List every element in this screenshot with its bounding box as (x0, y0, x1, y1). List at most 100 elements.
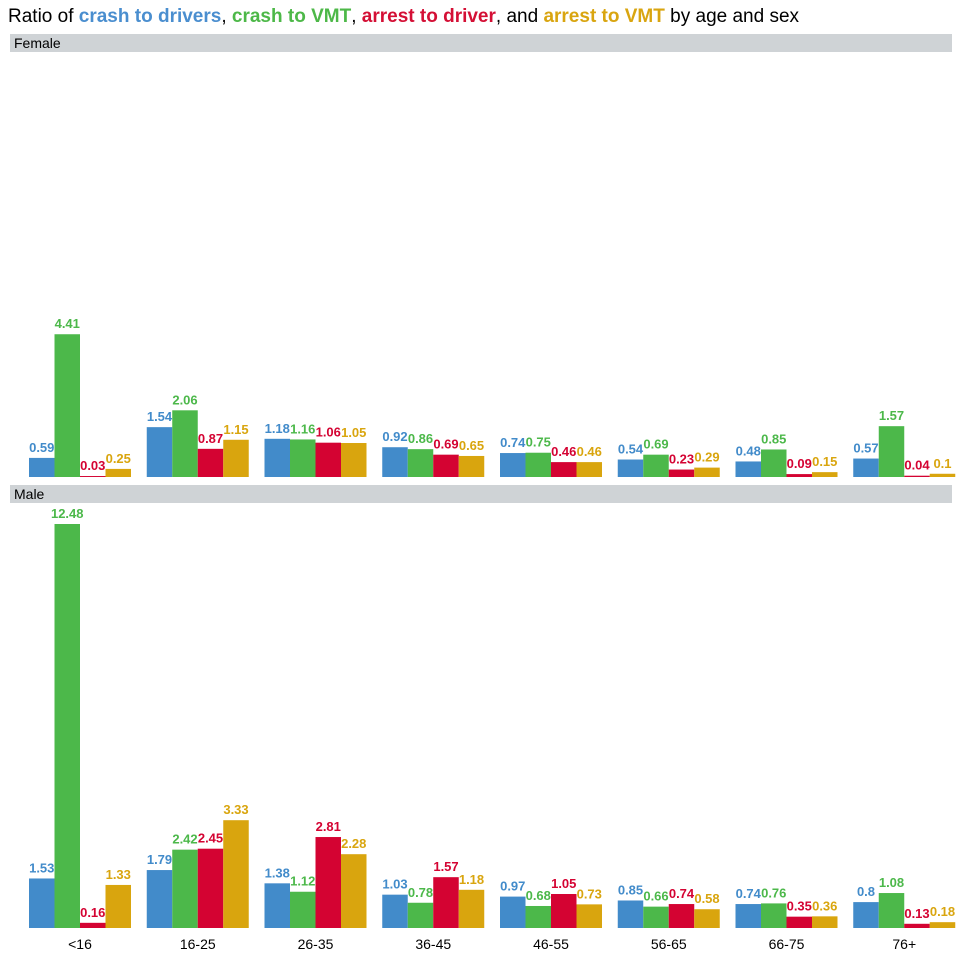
x-tick-label: 26-35 (298, 936, 334, 952)
data-label: 0.73 (577, 886, 602, 901)
data-label: 1.12 (290, 874, 315, 889)
data-label: 1.53 (29, 860, 54, 875)
data-label: 0.48 (736, 443, 761, 458)
bar (146, 870, 173, 928)
data-label: 0.74 (669, 886, 695, 901)
data-label: 1.16 (290, 421, 315, 436)
title-series-name: crash to VMT (231, 6, 352, 27)
bar (812, 472, 838, 477)
data-label: 0.58 (694, 891, 719, 906)
title-series-name: arrest to driver (361, 6, 496, 27)
data-label: 1.38 (265, 865, 290, 880)
data-label: 12.48 (51, 506, 84, 521)
data-label: 0.1 (933, 456, 951, 471)
data-label: 1.18 (459, 872, 484, 887)
bar (407, 449, 434, 477)
title-text: Ratio of (8, 6, 79, 27)
data-label: 0.23 (669, 452, 694, 467)
data-label: 2.28 (341, 836, 366, 851)
bar (500, 896, 526, 928)
bar (172, 410, 198, 477)
x-tick-label: 36-45 (415, 936, 451, 952)
data-label: 1.57 (433, 859, 458, 874)
bar (290, 891, 316, 928)
bar (617, 900, 644, 928)
bar (223, 820, 249, 928)
bar (786, 916, 812, 928)
data-label: 1.57 (879, 408, 904, 423)
data-label: 0.66 (643, 889, 668, 904)
bar (786, 474, 812, 477)
data-label: 0.8 (857, 884, 875, 899)
data-label: 0.92 (382, 429, 407, 444)
facet-strip (10, 34, 952, 52)
data-label: 0.85 (618, 882, 643, 897)
data-label: 1.05 (341, 425, 366, 440)
data-label: 0.65 (459, 438, 484, 453)
data-label: 0.09 (787, 456, 812, 471)
bar (315, 837, 341, 928)
data-label: 0.36 (812, 898, 837, 913)
bar (54, 334, 80, 477)
title-text: , and (495, 6, 544, 27)
data-label: 1.18 (265, 421, 290, 436)
bar (290, 439, 316, 477)
bar (576, 462, 602, 477)
bar (458, 455, 485, 477)
data-label: 1.33 (106, 867, 131, 882)
bar (853, 902, 879, 928)
data-label: 0.97 (500, 879, 525, 894)
bar (853, 458, 879, 477)
bar (525, 452, 551, 477)
data-label: 3.33 (223, 802, 248, 817)
data-label: 4.41 (55, 316, 80, 331)
bar (668, 469, 695, 477)
bar (694, 909, 720, 928)
bar (576, 904, 602, 928)
bar (105, 884, 131, 928)
bar (904, 923, 930, 928)
data-label: 0.03 (80, 458, 105, 473)
bar (29, 457, 55, 477)
title-series-name: crash to drivers (78, 6, 222, 27)
title-text: by age and sex (664, 6, 800, 27)
facet-label: Female (14, 35, 61, 51)
data-label: 0.13 (904, 906, 929, 921)
x-tick-label: 56-65 (651, 936, 687, 952)
data-label: 0.29 (694, 450, 719, 465)
data-label: 0.46 (551, 444, 576, 459)
data-label: 1.54 (147, 409, 173, 424)
bar (668, 904, 695, 928)
chart-title: Ratio of crash to drivers, crash to VMT,… (8, 6, 799, 28)
x-tick-label: 46-55 (533, 936, 569, 952)
title-text: , (351, 6, 362, 27)
bar (433, 454, 459, 477)
bar (80, 922, 106, 928)
data-label: 0.74 (500, 435, 526, 450)
bar (761, 449, 787, 477)
bar (341, 854, 367, 928)
data-label: 0.68 (526, 888, 551, 903)
bar (407, 902, 434, 928)
bar (382, 447, 408, 477)
data-label: 1.15 (223, 422, 248, 437)
bar (643, 454, 669, 477)
bar (433, 877, 459, 928)
data-label: 0.69 (433, 437, 458, 452)
bar (617, 459, 644, 477)
bar (735, 461, 761, 477)
data-label: 0.75 (526, 435, 551, 450)
data-label: 2.45 (198, 831, 223, 846)
bar (197, 848, 224, 928)
bar (80, 476, 106, 477)
data-label: 0.35 (787, 899, 812, 914)
bar (223, 439, 249, 477)
data-label: 1.06 (316, 425, 341, 440)
data-label: 1.79 (147, 852, 172, 867)
bar (105, 468, 131, 477)
data-label: 1.05 (551, 876, 576, 891)
title-series-name: arrest to VMT (543, 6, 665, 27)
data-label: 0.18 (930, 904, 955, 919)
data-label: 1.03 (382, 877, 407, 892)
bar (929, 922, 956, 928)
